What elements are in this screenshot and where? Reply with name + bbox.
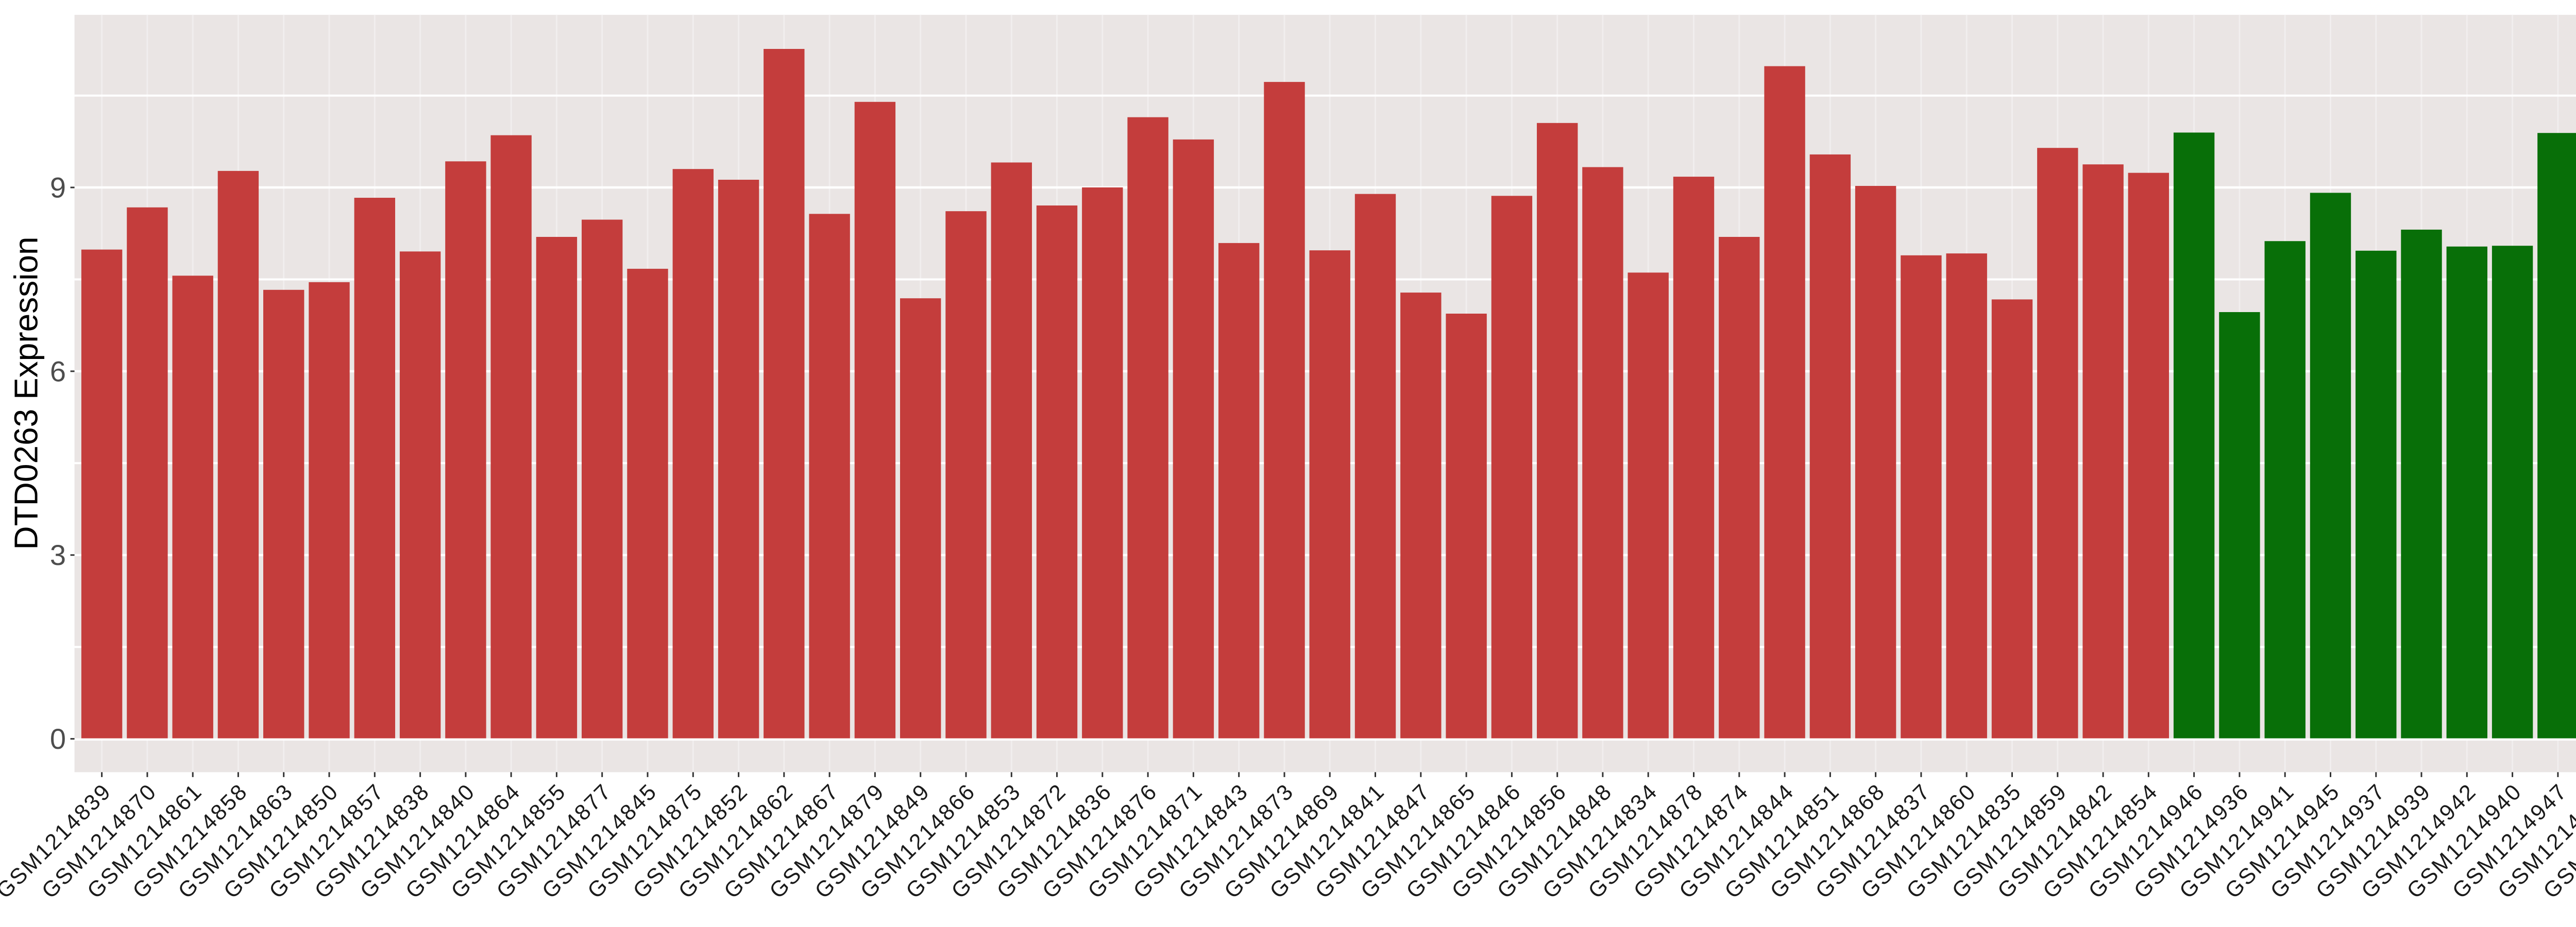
svg-text:3: 3 xyxy=(50,539,66,571)
svg-text:DTD0263 Expression: DTD0263 Expression xyxy=(7,236,44,550)
svg-text:6: 6 xyxy=(50,355,66,387)
svg-text:0: 0 xyxy=(50,723,66,755)
svg-text:9: 9 xyxy=(50,171,66,204)
